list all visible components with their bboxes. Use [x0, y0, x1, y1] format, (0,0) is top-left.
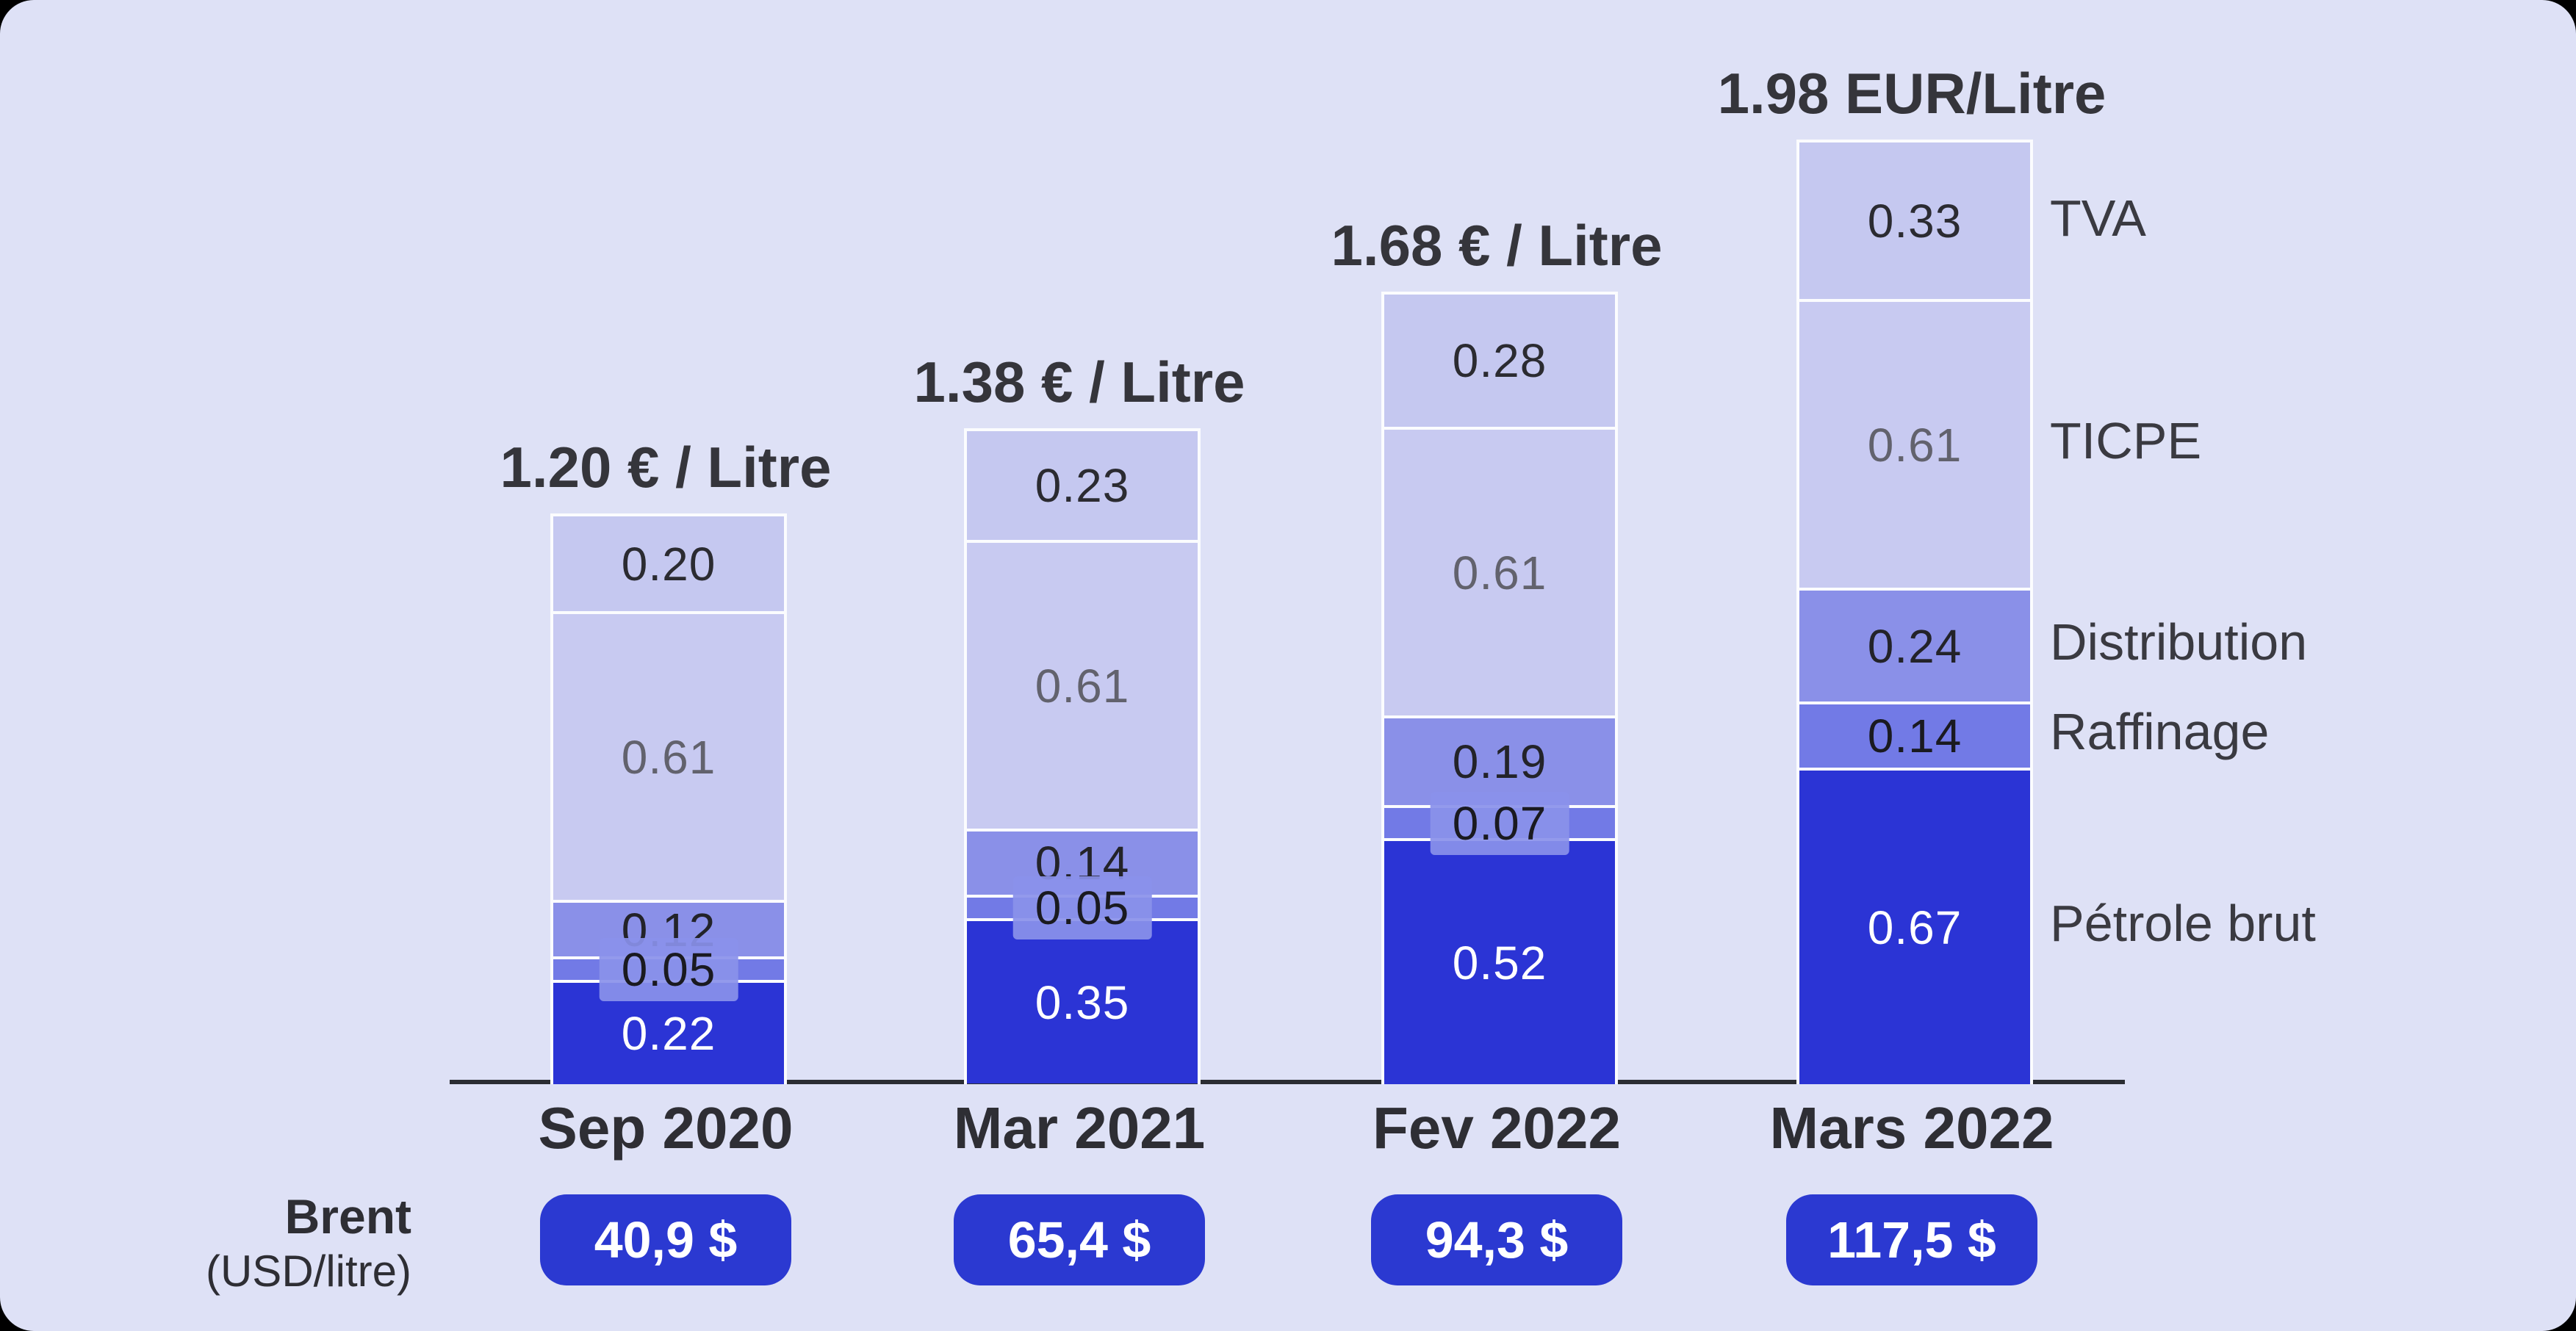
segment-value-label: 0.52: [1452, 936, 1547, 989]
segment-value-label: 0.24: [1867, 619, 1962, 673]
segment-value-label: 0.61: [1452, 546, 1547, 599]
bar-segment-tva: 0.33: [1799, 143, 2030, 299]
x-axis-label: Sep 2020: [538, 1095, 794, 1161]
brent-price-pill: 40,9 $: [540, 1194, 791, 1285]
segment-value-label: 0.19: [1452, 735, 1547, 788]
bar-total-label: 1.98 EUR/Litre: [1717, 61, 2107, 126]
segment-value-label: 0.61: [1867, 418, 1962, 472]
segment-value-label: 0.05: [599, 938, 738, 1001]
segment-value-label: 0.14: [1867, 710, 1962, 762]
bar-segment-raffinage: 0.05: [553, 938, 784, 1001]
bar-total-label: 1.20 € / Litre: [500, 435, 832, 499]
bar-stack-sep-2020: 0.20 0.61 0.12 0.05 0.22: [550, 513, 787, 1084]
bar-stack-fev-2022: 0.28 0.61 0.19 0.07 0.52: [1381, 292, 1618, 1084]
bar-segment-tva: 0.28: [1384, 295, 1615, 427]
segment-value-label: 0.22: [621, 1007, 716, 1060]
bar-segment-tva: 0.20: [553, 516, 784, 611]
bar-segment-raffinage: 0.07: [1384, 791, 1615, 855]
bar-stack-mar-2021: 0.23 0.61 0.14 0.05 0.35: [964, 428, 1201, 1084]
bar-segment-ticpe: 0.61: [1799, 299, 2030, 588]
bar-segment-raffinage: 0.05: [967, 876, 1198, 939]
bar-segment-ticpe: 0.61: [1384, 427, 1615, 715]
brent-price-pill: 117,5 $: [1786, 1194, 2037, 1285]
legend-label-raffinage: Raffinage: [2050, 703, 2270, 760]
brent-price-pill: 94,3 $: [1371, 1194, 1622, 1285]
segment-value-label: 0.35: [1035, 975, 1130, 1029]
bar-segment-distribution: 0.19: [1384, 715, 1615, 805]
segment-value-label: 0.61: [1035, 659, 1130, 713]
bar-segment-pétrole-brut: 0.67: [1799, 768, 2030, 1084]
bar-segment-raffinage: 0.14: [1799, 701, 2030, 768]
x-axis-line: [450, 1080, 2125, 1084]
segment-value-label: 0.23: [1035, 459, 1130, 512]
segment-value-label: 0.33: [1867, 194, 1962, 248]
bar-total-label: 1.68 € / Litre: [1331, 213, 1663, 278]
x-axis-label: Mars 2022: [1769, 1095, 2054, 1161]
legend-label-distribution: Distribution: [2050, 613, 2308, 671]
legend-label-pétrole-brut: Pétrole brut: [2050, 894, 2316, 952]
bar-segment-pétrole-brut: 0.35: [967, 918, 1198, 1083]
bar-segment-pétrole-brut: 0.52: [1384, 838, 1615, 1084]
bar-segment-ticpe: 0.61: [553, 611, 784, 900]
segment-value-label: 0.61: [621, 730, 716, 784]
brent-row-label-line2: (USD/litre): [206, 1246, 411, 1296]
x-axis-label: Fev 2022: [1372, 1095, 1622, 1161]
bar-segment-tva: 0.23: [967, 431, 1198, 540]
brent-row-label: Brent (USD/litre): [88, 1188, 411, 1298]
brent-price-pill: 65,4 $: [954, 1194, 1205, 1285]
legend-label-tva: TVA: [2050, 189, 2146, 247]
bar-segment-ticpe: 0.61: [967, 540, 1198, 829]
segment-value-label: 0.20: [621, 537, 716, 591]
segment-value-label: 0.28: [1452, 334, 1547, 387]
x-axis-label: Mar 2021: [953, 1095, 1206, 1161]
segment-value-label: 0.67: [1867, 901, 1962, 954]
legend-label-ticpe: TICPE: [2050, 411, 2202, 469]
segment-value-label: 0.05: [1012, 876, 1152, 939]
bar-stack-mars-2022: 0.33 0.61 0.24 0.14 0.67: [1796, 140, 2033, 1084]
brent-row-label-line1: Brent: [284, 1189, 411, 1244]
bar-segment-distribution: 0.24: [1799, 588, 2030, 701]
bar-total-label: 1.38 € / Litre: [913, 350, 1245, 414]
segment-value-label: 0.07: [1430, 791, 1569, 855]
